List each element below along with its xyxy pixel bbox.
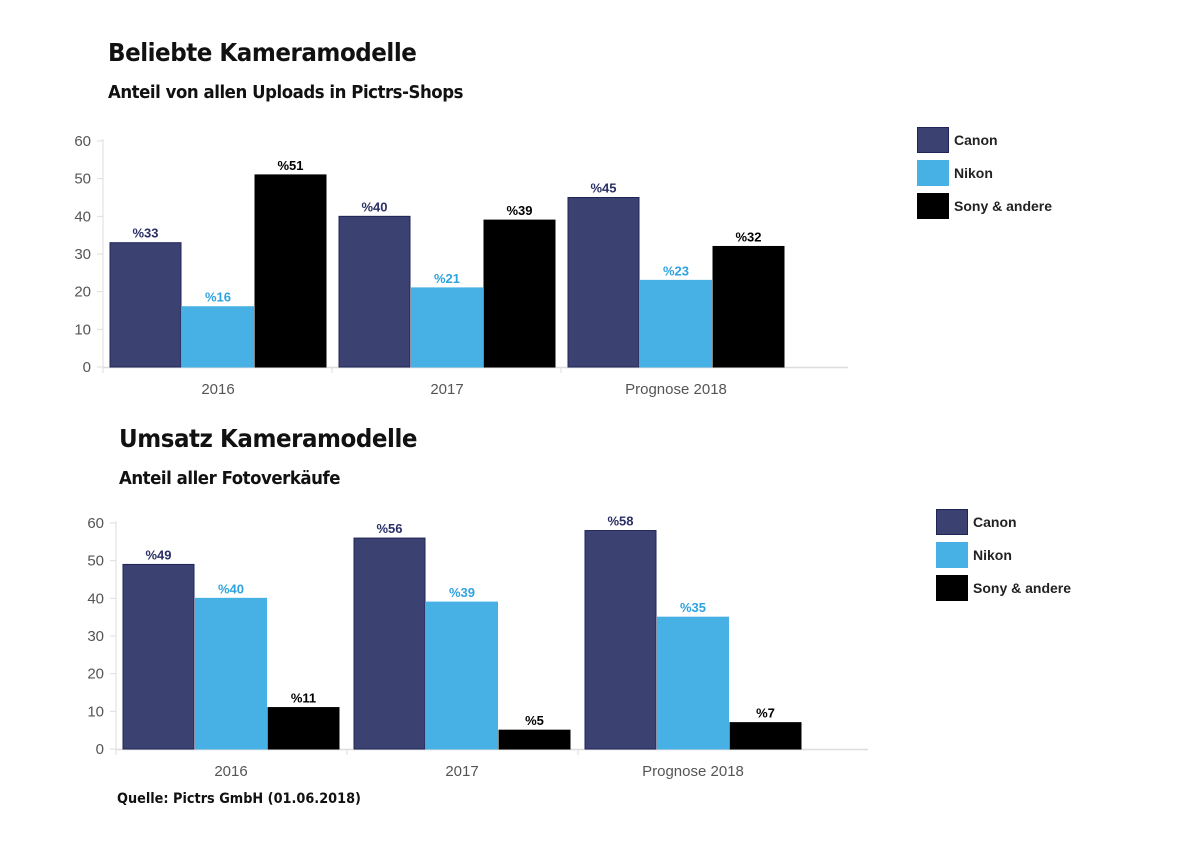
legend-label-nikon: Nikon <box>954 164 993 181</box>
data-label-sony: %7 <box>756 706 775 721</box>
bar-canon <box>122 563 195 750</box>
data-label-nikon: %39 <box>449 585 475 600</box>
y-tick-label: 40 <box>87 590 104 607</box>
chart-1-plot: 0 10 20 30 40 50 60 2016 2017 Prognose 2018 %33 %40… <box>74 133 848 398</box>
y-tick-label: 10 <box>74 321 91 338</box>
source-note: Quelle: Pictrs GmbH (01.06.2018) <box>117 791 361 807</box>
bar-sony <box>712 245 785 368</box>
x-tick-label: Prognose 2018 <box>625 381 727 398</box>
data-label-canon: %58 <box>607 514 633 529</box>
chart-1-subtitle: Anteil von allen Uploads in Pictrs-Shops <box>108 82 464 103</box>
y-tick-label: 20 <box>87 666 104 683</box>
legend-item-sony: Sony & andere <box>936 571 1071 604</box>
legend-swatch-canon <box>917 126 949 153</box>
data-label-nikon: %16 <box>205 290 231 305</box>
legend-swatch-nikon <box>936 541 968 568</box>
legend-label-nikon: Nikon <box>973 546 1012 563</box>
data-label-canon: %56 <box>376 521 402 536</box>
data-label-nikon: %40 <box>218 581 244 596</box>
bar-nikon <box>411 287 483 368</box>
legend-swatch-canon <box>936 508 968 535</box>
bar-canon <box>338 215 411 368</box>
data-label-sony: %11 <box>291 691 316 706</box>
legend-item-canon: Canon <box>936 505 1071 538</box>
data-label-sony: %32 <box>735 229 761 244</box>
legend-swatch-sony <box>936 574 968 601</box>
data-label-nikon: %23 <box>663 263 689 278</box>
x-tick-label: 2016 <box>214 763 247 780</box>
y-tick-label: 30 <box>87 628 104 645</box>
chart-1-title: Beliebte Kameramodelle <box>108 38 417 67</box>
bar-nikon <box>195 597 267 750</box>
data-label-canon: %49 <box>145 547 171 562</box>
bar-canon <box>567 197 640 368</box>
legend-label-sony: Sony & andere <box>954 197 1053 214</box>
bar-canon <box>584 530 657 750</box>
bar-canon <box>353 537 426 750</box>
bar-sony <box>254 174 327 368</box>
bar-nikon <box>657 616 729 750</box>
legend-item-sony: Sony & andere <box>917 189 1052 222</box>
x-tick-label: 2017 <box>430 381 463 398</box>
data-label-nikon: %21 <box>434 271 460 286</box>
legend-item-canon: Canon <box>917 123 1052 156</box>
data-label-sony: %51 <box>277 158 303 173</box>
y-tick-label: 60 <box>74 133 91 150</box>
y-tick-label: 0 <box>96 741 104 758</box>
legend-item-nikon: Nikon <box>917 156 1052 189</box>
bar-sony <box>498 729 571 750</box>
data-label-sony: %39 <box>506 203 532 218</box>
chart-2-title: Umsatz Kameramodelle <box>119 424 418 453</box>
y-tick-label: 50 <box>87 553 104 570</box>
bar-sony <box>483 219 556 368</box>
x-tick-label: 2017 <box>445 763 478 780</box>
y-tick-label: 60 <box>87 515 104 532</box>
data-label-canon: %33 <box>132 226 158 241</box>
x-tick-label: Prognose 2018 <box>642 763 744 780</box>
data-label-canon: %40 <box>361 199 387 214</box>
bar-nikon <box>640 279 712 368</box>
legend-label-canon: Canon <box>954 131 998 148</box>
chart-1-legend: Canon Nikon Sony & andere <box>917 123 1052 222</box>
y-tick-label: 40 <box>74 208 91 225</box>
legend-item-nikon: Nikon <box>936 538 1071 571</box>
bar-sony <box>267 707 340 750</box>
data-label-canon: %45 <box>590 181 616 196</box>
legend-label-canon: Canon <box>973 513 1017 530</box>
chart-2-subtitle: Anteil aller Fotoverkäufe <box>119 468 340 489</box>
legend-label-sony: Sony & andere <box>973 579 1072 596</box>
bar-canon <box>109 242 182 368</box>
bar-nikon <box>426 601 498 750</box>
x-tick-label: 2016 <box>201 381 234 398</box>
legend-swatch-sony <box>917 192 949 219</box>
bar-nikon <box>182 306 254 368</box>
y-tick-label: 20 <box>74 284 91 301</box>
y-tick-label: 30 <box>74 246 91 263</box>
legend-swatch-nikon <box>917 159 949 186</box>
y-tick-label: 50 <box>74 171 91 188</box>
y-tick-label: 0 <box>83 359 91 376</box>
data-label-nikon: %35 <box>680 600 706 615</box>
data-label-sony: %5 <box>525 713 544 728</box>
bar-sony <box>729 722 802 750</box>
chart-2-legend: Canon Nikon Sony & andere <box>936 505 1071 604</box>
y-tick-label: 10 <box>87 703 104 720</box>
